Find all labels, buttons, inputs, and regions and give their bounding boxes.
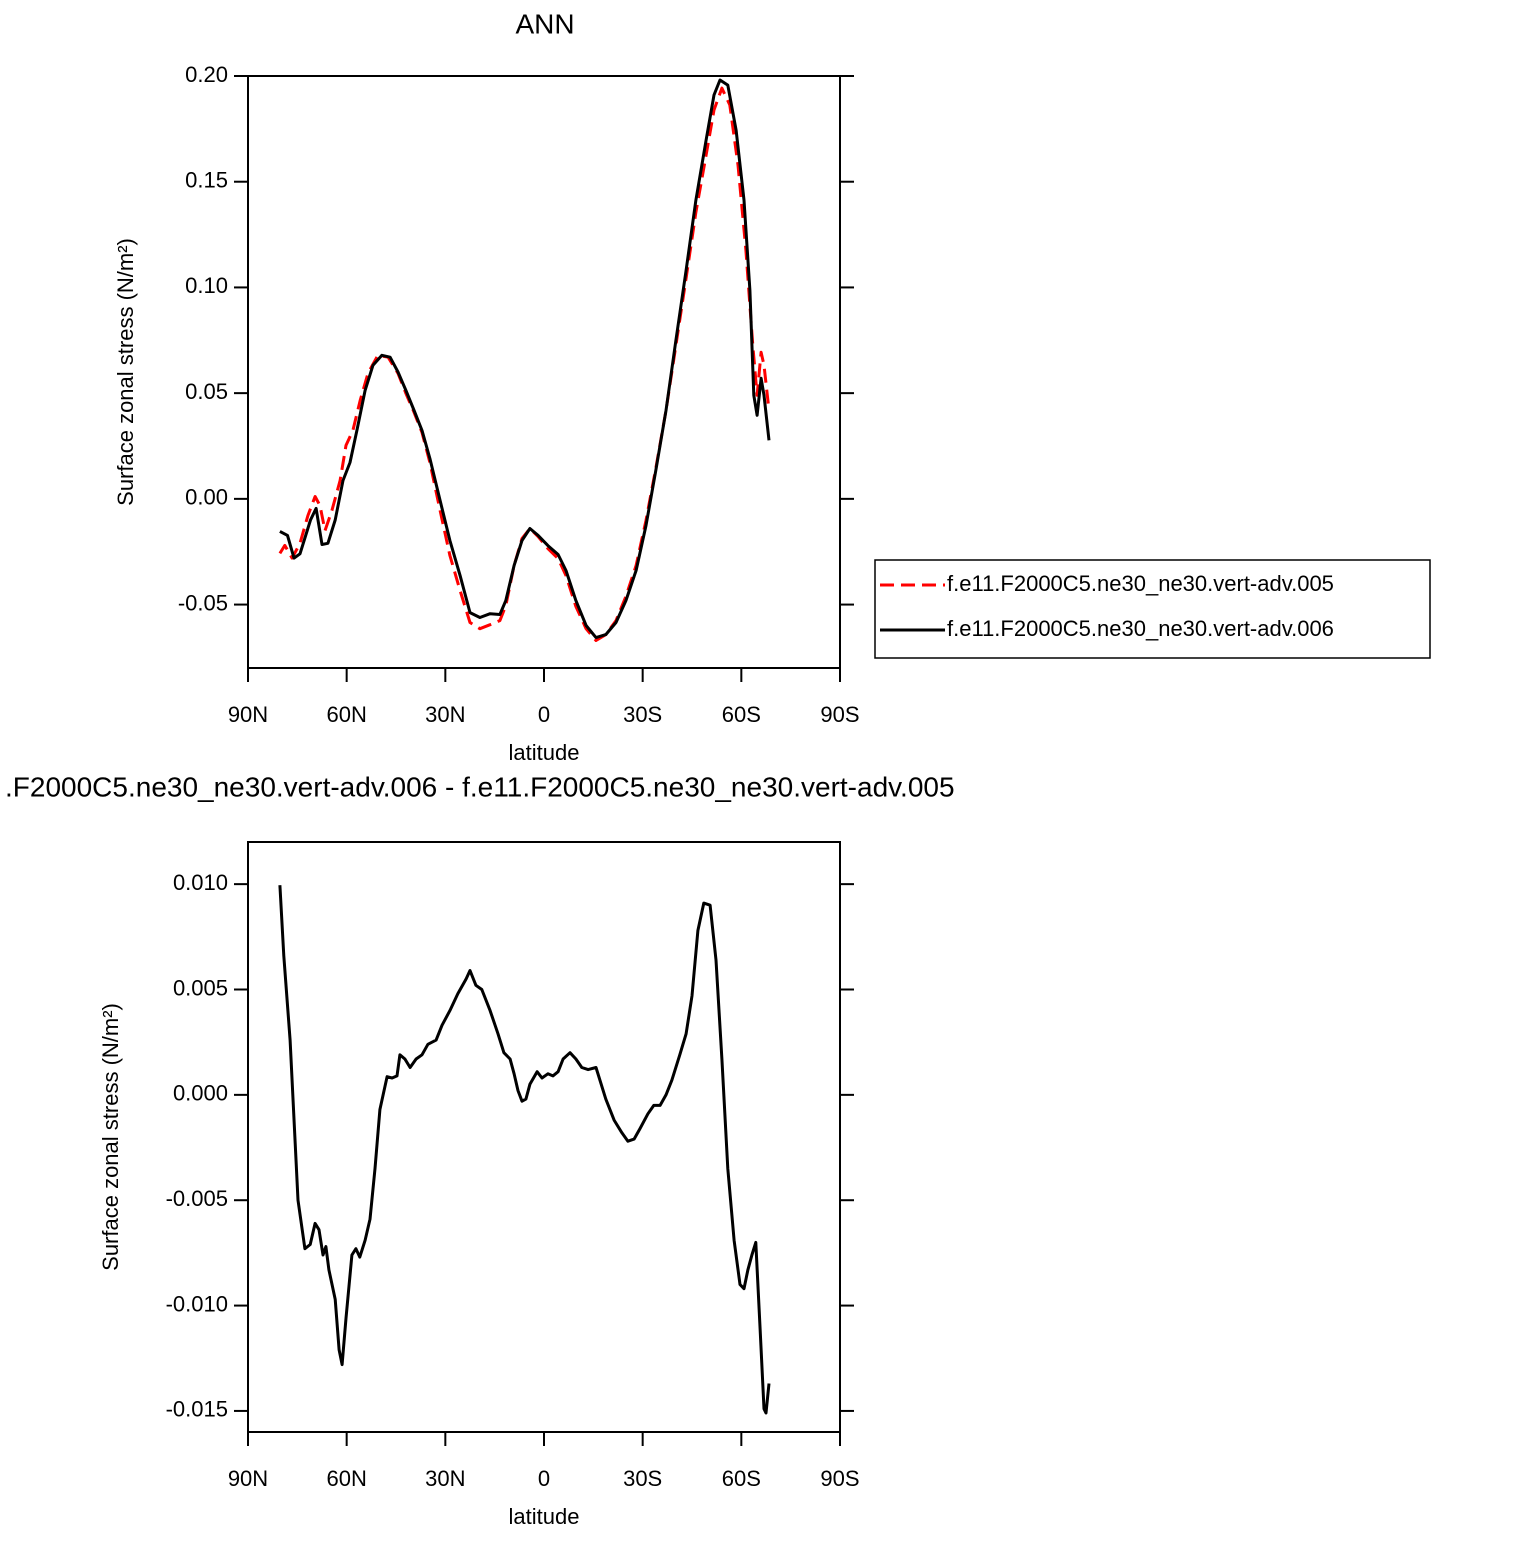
series-line xyxy=(278,885,771,1415)
y-tick-label: 0.15 xyxy=(185,168,228,193)
y-tick-label: -0.015 xyxy=(166,1397,228,1422)
x-tick-label: 30N xyxy=(425,702,465,727)
chart-title: .F2000C5.ne30_ne30.vert-adv.006 - f.e11.… xyxy=(5,771,955,802)
series-line xyxy=(278,86,771,642)
x-tick-label: 60N xyxy=(326,702,366,727)
y-tick-label: 0.005 xyxy=(173,975,228,1000)
y-tick-label: -0.05 xyxy=(178,590,228,615)
series-line xyxy=(279,78,771,640)
y-axis-label: Surface zonal stress (N/m²) xyxy=(98,1003,123,1271)
x-tick-label: 90N xyxy=(228,1466,268,1491)
y-tick-label: -0.010 xyxy=(166,1291,228,1316)
x-tick-label: 30N xyxy=(425,1466,465,1491)
y-tick-label: 0.00 xyxy=(185,485,228,510)
y-tick-label: -0.005 xyxy=(166,1186,228,1211)
x-tick-label: 60N xyxy=(326,1466,366,1491)
chart-title: ANN xyxy=(515,8,574,39)
y-tick-label: 0.20 xyxy=(185,62,228,87)
y-axis-label: Surface zonal stress (N/m²) xyxy=(113,238,138,506)
x-tick-label: 90S xyxy=(820,702,859,727)
y-tick-label: 0.05 xyxy=(185,379,228,404)
x-tick-label: 30S xyxy=(623,702,662,727)
plot-frame xyxy=(247,75,841,669)
y-tick-label: 0.010 xyxy=(173,870,228,895)
x-axis-label: latitude xyxy=(509,1504,580,1529)
x-tick-label: 60S xyxy=(722,702,761,727)
x-tick-label: 0 xyxy=(538,702,550,727)
x-axis-label: latitude xyxy=(509,740,580,765)
x-tick-label: 90N xyxy=(228,702,268,727)
y-tick-label: 0.10 xyxy=(185,273,228,298)
legend-label: f.e11.F2000C5.ne30_ne30.vert-adv.005 xyxy=(947,571,1334,596)
legend-label: f.e11.F2000C5.ne30_ne30.vert-adv.006 xyxy=(947,616,1334,641)
legend-box xyxy=(874,559,1431,659)
x-tick-label: 30S xyxy=(623,1466,662,1491)
x-tick-label: 0 xyxy=(538,1466,550,1491)
x-tick-label: 90S xyxy=(820,1466,859,1491)
x-tick-label: 60S xyxy=(722,1466,761,1491)
plot-frame xyxy=(247,841,841,1433)
y-tick-label: 0.000 xyxy=(173,1081,228,1106)
